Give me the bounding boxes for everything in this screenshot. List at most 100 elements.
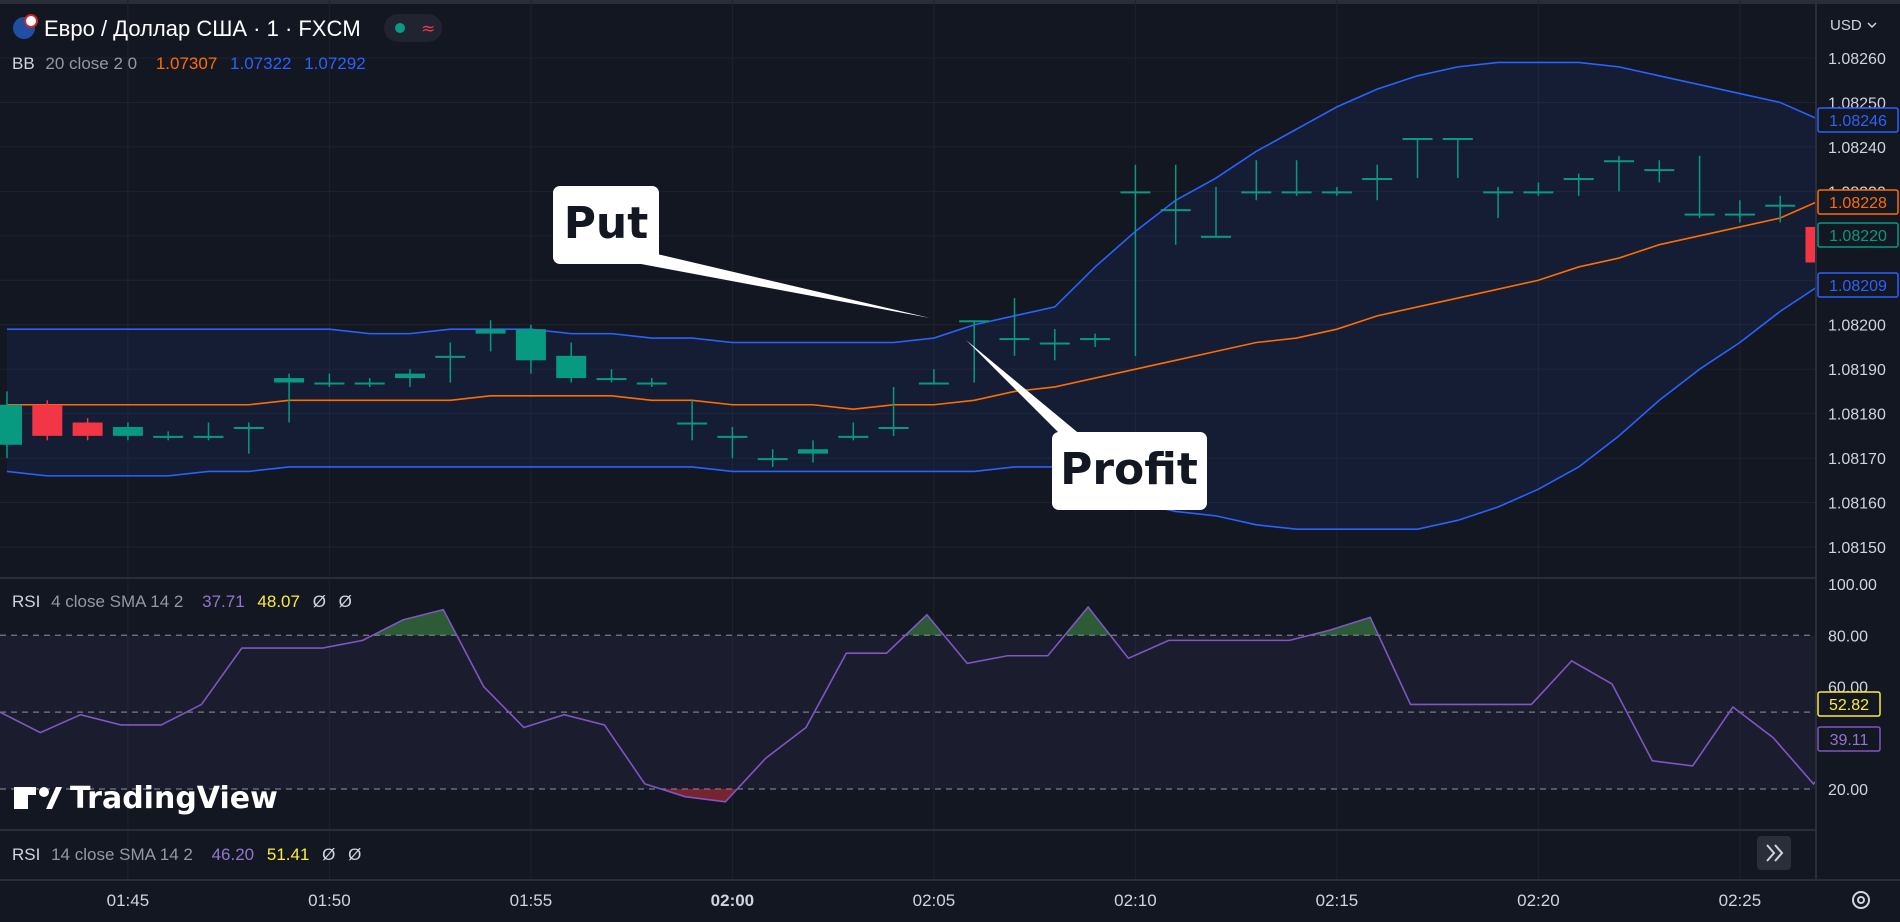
profit-callout-box[interactable] — [1052, 432, 1207, 510]
rsi-overbought-fill — [905, 614, 944, 636]
profit-callout-pointer — [966, 340, 1082, 436]
market-status-pill[interactable] — [384, 14, 442, 42]
expand-button[interactable] — [1757, 836, 1791, 870]
candle — [636, 378, 667, 387]
y-tick-label: 1.08160 — [1828, 496, 1886, 513]
candle — [0, 391, 22, 459]
candle-body — [515, 329, 546, 361]
rsi14-legend-value: 46.20 — [212, 845, 255, 864]
candle-body — [1724, 213, 1755, 216]
candle — [717, 426, 748, 459]
tag-bb-upper-text: 1.08246 — [1829, 113, 1887, 130]
tag-last-price-text: 1.08220 — [1829, 228, 1887, 245]
candle-body — [1241, 191, 1272, 194]
candle — [233, 422, 264, 454]
candle — [112, 422, 143, 441]
rsi4-legend-extra2: Ø — [339, 592, 352, 611]
candle — [1483, 186, 1514, 219]
pane-separator-rsi14 — [0, 829, 1816, 831]
svg-text:RSI 4 close SMA 14 2: RSI 4 close SMA 14 2 37.71 48.07 Ø Ø — [12, 592, 352, 611]
candle-body — [1120, 191, 1151, 194]
candle-body — [798, 449, 828, 454]
candle-body — [112, 426, 143, 436]
market-open-icon — [395, 23, 405, 33]
candle-body — [717, 435, 748, 438]
y-tick-label: 1.08150 — [1828, 540, 1886, 557]
x-tick-label: 02:25 — [1719, 891, 1762, 910]
candle — [1684, 155, 1715, 219]
candle — [1241, 160, 1272, 201]
x-tick-label: 02:00 — [711, 891, 754, 910]
candle-body — [1321, 191, 1352, 194]
rsi-overbought-fill — [1064, 607, 1111, 636]
chevron-down-icon — [1867, 22, 1877, 29]
x-tick-label: 02:15 — [1316, 891, 1359, 910]
tag-rsi-ma: 52.82 — [1817, 691, 1881, 717]
rsi4-legend-extra1: Ø — [313, 592, 326, 611]
candle-body — [1805, 226, 1816, 263]
candle-body — [1160, 209, 1191, 212]
candle — [354, 378, 385, 387]
settings-button[interactable] — [1852, 891, 1870, 909]
candle-body — [757, 458, 788, 461]
bb-legend[interactable]: BB 20 close 2 0 1.07307 1.07322 1.07292 — [12, 54, 366, 73]
candle — [1362, 164, 1393, 201]
candle-body — [1402, 138, 1433, 141]
rsi-grid — [127, 580, 1741, 879]
candle-body — [314, 382, 345, 385]
candle — [556, 342, 587, 383]
price-axis-border — [1815, 0, 1817, 880]
candle — [596, 369, 627, 383]
candle — [798, 440, 828, 463]
put-callout-box[interactable] — [553, 186, 659, 264]
candle-body — [1039, 342, 1070, 345]
put-callout-text: Put — [564, 198, 649, 249]
double-chevron-right-icon — [1766, 844, 1784, 862]
rsi4-legend[interactable]: RSI 4 close SMA 14 2 37.71 48.07 Ø Ø — [12, 592, 352, 611]
x-tick-label: 01:50 — [308, 891, 351, 910]
rsi-oversold-fill — [660, 789, 738, 802]
flag-us-icon — [24, 14, 38, 28]
annotations[interactable]: Put Profit — [553, 186, 1207, 510]
svg-text:BB 20 close 2 0: BB 20 close 2 0 1.07307 1.07322 1.07292 — [12, 54, 366, 73]
rsi14-legend-extra2: Ø — [348, 845, 361, 864]
candle-body — [0, 404, 22, 445]
candle — [395, 369, 425, 387]
time-axis[interactable]: 01:45 01:50 01:55 02:00 02:05 02:10 02:15 02:20… — [107, 891, 1762, 910]
candle-body — [233, 426, 264, 429]
y-tick-label: 1.08170 — [1828, 451, 1886, 468]
candle-body — [1644, 169, 1675, 172]
symbol-title: Евро / Доллар США · 1 · FXCM — [44, 16, 361, 41]
candle-body — [1523, 191, 1554, 194]
candle-body — [677, 422, 708, 425]
main-grid — [0, 0, 1816, 577]
candle-body — [32, 404, 63, 436]
candle — [838, 422, 869, 441]
svg-text:RSI 14 close SMA 14 2: RSI 14 close SMA 14 2 46.20 51.41 Ø Ø — [12, 845, 361, 864]
bb-upper-line — [7, 61, 1816, 344]
candle — [1523, 182, 1554, 196]
candle — [1724, 200, 1755, 223]
candle-body — [1483, 191, 1514, 194]
currency-label: USD — [1830, 17, 1862, 34]
candle — [1442, 138, 1473, 179]
tag-rsi-ma-text: 52.82 — [1829, 697, 1869, 714]
bb-legend-params: 20 close 2 0 — [45, 54, 137, 73]
candle-body — [596, 378, 627, 381]
rsi4-legend-value: 37.71 — [202, 592, 245, 611]
tag-bb-lower: 1.08209 — [1817, 272, 1899, 298]
rsi-tick-label: 100.00 — [1828, 577, 1877, 594]
tradingview-watermark: TradingView — [14, 781, 278, 816]
candle — [1805, 226, 1816, 263]
currency-selector[interactable]: USD — [1830, 17, 1877, 34]
y-tick-label: 1.08260 — [1828, 51, 1886, 68]
bb-basis-line — [7, 201, 1816, 410]
candle-body — [153, 435, 184, 438]
x-tick-label: 02:20 — [1517, 891, 1560, 910]
rsi14-legend[interactable]: RSI 14 close SMA 14 2 46.20 51.41 Ø Ø — [12, 845, 361, 864]
candle — [1644, 160, 1675, 183]
symbol-header[interactable]: Евро / Доллар США · 1 · FXCM ≈ — [13, 14, 442, 42]
tag-rsi-value-text: 39.11 — [1830, 732, 1869, 749]
candle — [515, 324, 546, 374]
